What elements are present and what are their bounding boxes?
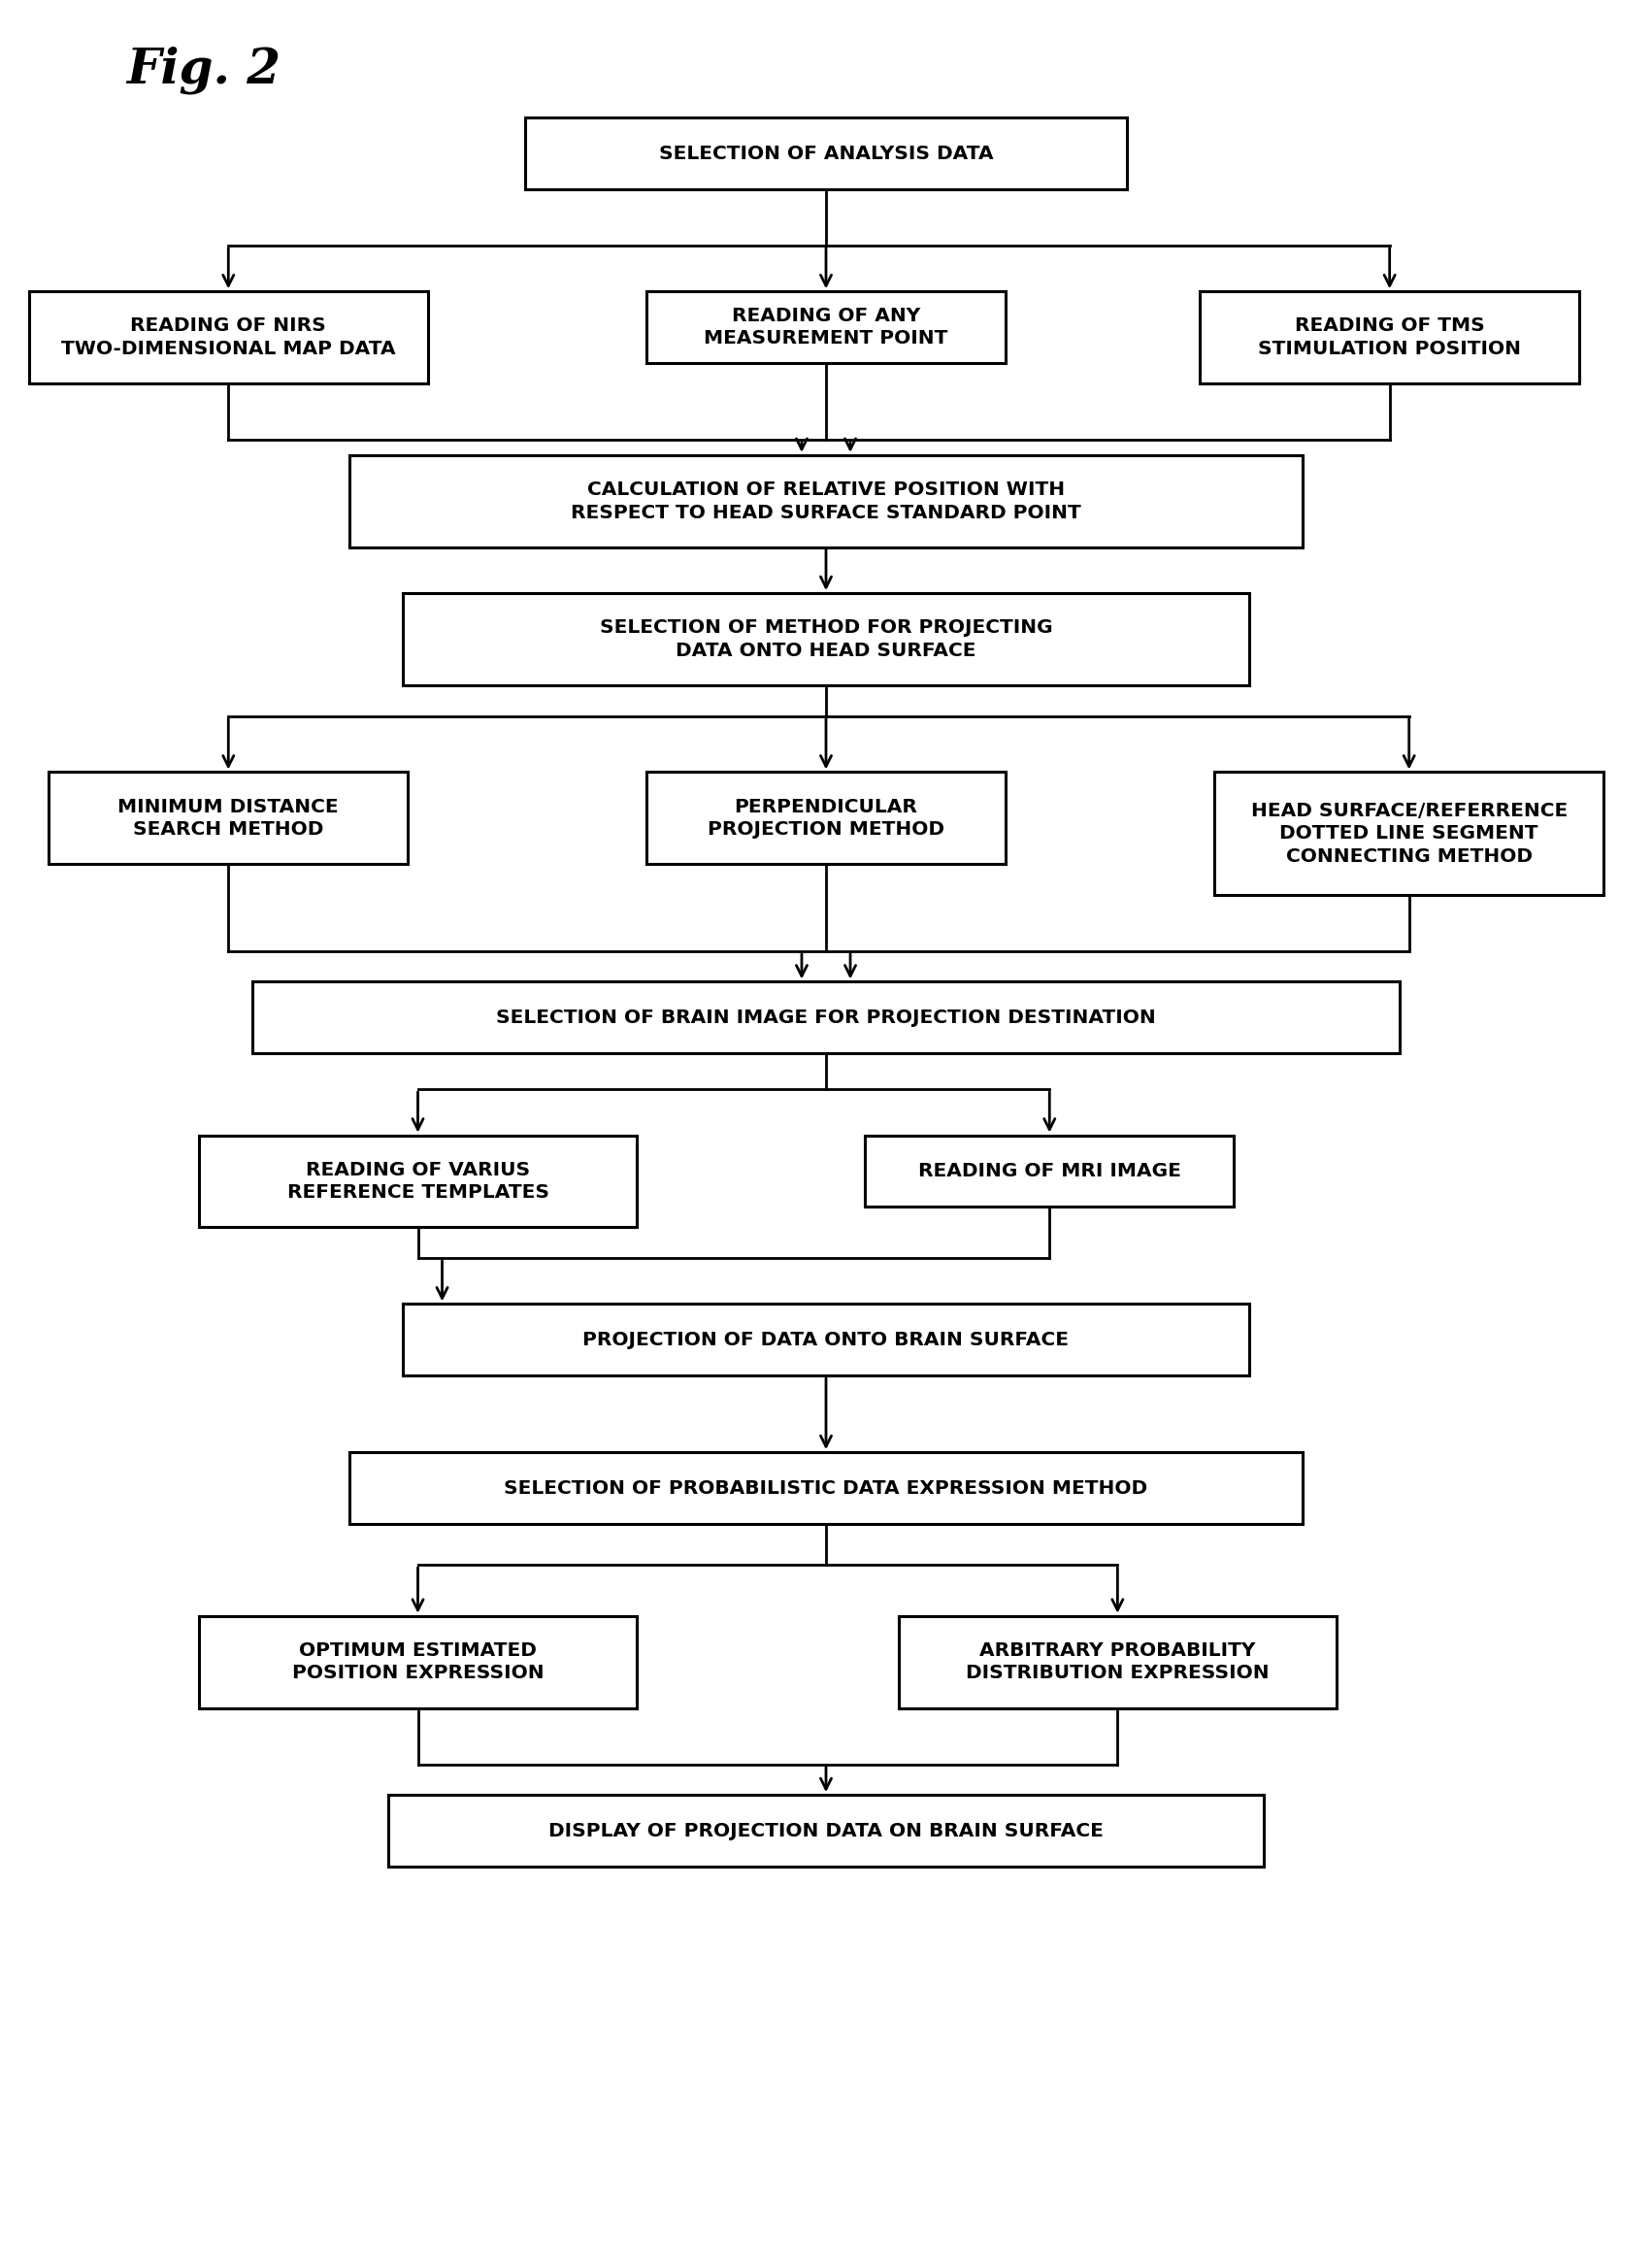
Bar [1214,772,1604,896]
Text: PERPENDICULAR
PROJECTION METHOD: PERPENDICULAR PROJECTION METHOD [707,796,945,839]
Bar [403,1305,1249,1375]
Text: READING OF TMS
STIMULATION POSITION: READING OF TMS STIMULATION POSITION [1259,317,1521,358]
Bar [350,454,1302,547]
Bar [1199,292,1579,383]
Bar [200,1615,636,1708]
Text: OPTIMUM ESTIMATED
POSITION EXPRESSION: OPTIMUM ESTIMATED POSITION EXPRESSION [292,1640,544,1683]
Text: HEAD SURFACE/REFERRENCE
DOTTED LINE SEGMENT
CONNECTING METHOD: HEAD SURFACE/REFERRENCE DOTTED LINE SEGM… [1251,801,1568,866]
Bar [253,981,1399,1053]
Text: READING OF ANY
MEASUREMENT POINT: READING OF ANY MEASUREMENT POINT [704,306,948,349]
Bar [525,117,1127,189]
Text: MINIMUM DISTANCE
SEARCH METHOD: MINIMUM DISTANCE SEARCH METHOD [117,796,339,839]
Bar [866,1136,1234,1206]
Text: SELECTION OF BRAIN IMAGE FOR PROJECTION DESTINATION: SELECTION OF BRAIN IMAGE FOR PROJECTION … [496,1008,1156,1026]
Text: READING OF VARIUS
REFERENCE TEMPLATES: READING OF VARIUS REFERENCE TEMPLATES [287,1161,548,1201]
Text: CALCULATION OF RELATIVE POSITION WITH
RESPECT TO HEAD SURFACE STANDARD POINT: CALCULATION OF RELATIVE POSITION WITH RE… [572,481,1080,522]
Text: SELECTION OF METHOD FOR PROJECTING
DATA ONTO HEAD SURFACE: SELECTION OF METHOD FOR PROJECTING DATA … [600,619,1052,659]
Bar [48,772,408,864]
Text: SELECTION OF ANALYSIS DATA: SELECTION OF ANALYSIS DATA [659,144,993,162]
Bar [646,772,1006,864]
Bar [388,1796,1264,1867]
Bar [403,594,1249,686]
Bar [30,292,428,383]
Text: READING OF MRI IMAGE: READING OF MRI IMAGE [919,1161,1181,1181]
Text: READING OF NIRS
TWO-DIMENSIONAL MAP DATA: READING OF NIRS TWO-DIMENSIONAL MAP DATA [61,317,395,358]
Text: Fig. 2: Fig. 2 [126,45,281,94]
Bar [646,292,1006,362]
Text: SELECTION OF PROBABILISTIC DATA EXPRESSION METHOD: SELECTION OF PROBABILISTIC DATA EXPRESSI… [504,1478,1148,1496]
Text: PROJECTION OF DATA ONTO BRAIN SURFACE: PROJECTION OF DATA ONTO BRAIN SURFACE [583,1330,1069,1350]
Bar [350,1451,1302,1523]
Text: ARBITRARY PROBABILITY
DISTRIBUTION EXPRESSION: ARBITRARY PROBABILITY DISTRIBUTION EXPRE… [966,1640,1269,1683]
Text: DISPLAY OF PROJECTION DATA ON BRAIN SURFACE: DISPLAY OF PROJECTION DATA ON BRAIN SURF… [548,1822,1104,1840]
Bar [899,1615,1336,1708]
Bar [200,1136,636,1226]
